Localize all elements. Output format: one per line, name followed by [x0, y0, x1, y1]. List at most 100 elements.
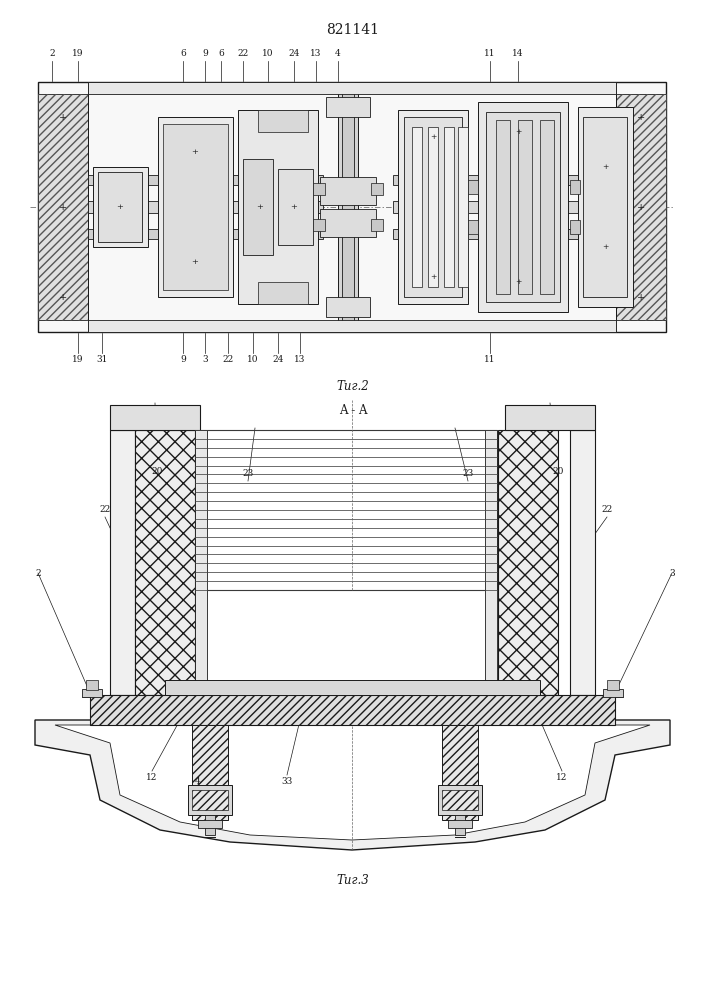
Bar: [393, 201, 578, 213]
Bar: [320, 177, 376, 205]
Bar: [578, 107, 633, 307]
Text: 13: 13: [294, 356, 305, 364]
Text: +: +: [192, 148, 199, 156]
Text: +: +: [637, 292, 645, 302]
Text: 11: 11: [484, 356, 496, 364]
Text: 4: 4: [195, 778, 201, 786]
Bar: [412, 127, 422, 287]
Bar: [570, 430, 595, 695]
Bar: [616, 94, 666, 320]
Bar: [93, 167, 148, 247]
Bar: [444, 127, 454, 287]
Text: 3: 3: [202, 356, 208, 364]
Bar: [163, 124, 228, 290]
Bar: [88, 229, 323, 239]
Bar: [326, 297, 370, 317]
Bar: [486, 112, 560, 302]
Bar: [603, 689, 623, 697]
Text: 22: 22: [100, 506, 110, 514]
Bar: [195, 430, 207, 695]
Bar: [371, 183, 383, 195]
Bar: [583, 117, 627, 297]
Text: 2: 2: [35, 568, 41, 578]
Bar: [616, 94, 666, 320]
Text: +: +: [117, 203, 124, 211]
Text: 12: 12: [146, 774, 158, 782]
Bar: [158, 117, 233, 297]
Text: 14: 14: [513, 49, 524, 58]
Text: Τиг.3: Τиг.3: [337, 874, 369, 886]
Bar: [498, 430, 558, 695]
Text: 20: 20: [151, 468, 163, 477]
Bar: [165, 680, 540, 695]
Text: +: +: [637, 112, 645, 121]
Text: 11: 11: [484, 49, 496, 58]
Text: +: +: [637, 202, 645, 212]
Polygon shape: [35, 720, 670, 850]
Bar: [455, 815, 465, 835]
Polygon shape: [55, 725, 650, 840]
Bar: [496, 120, 510, 294]
Bar: [393, 175, 578, 185]
Text: +: +: [59, 292, 67, 302]
Text: 9: 9: [202, 49, 208, 58]
Text: 6: 6: [218, 49, 224, 58]
Text: 9: 9: [180, 356, 186, 364]
Text: 4: 4: [335, 49, 341, 58]
Bar: [468, 180, 478, 194]
Bar: [82, 689, 102, 697]
Bar: [468, 220, 478, 234]
Bar: [442, 790, 478, 810]
Bar: [258, 282, 308, 304]
Bar: [278, 169, 313, 245]
Bar: [188, 785, 232, 815]
Text: +: +: [257, 203, 264, 211]
Text: 33: 33: [281, 778, 293, 786]
Text: 19: 19: [72, 49, 83, 58]
Text: 22: 22: [223, 356, 233, 364]
Bar: [195, 430, 497, 590]
Bar: [198, 820, 222, 828]
Text: 19: 19: [72, 356, 83, 364]
Text: 13: 13: [310, 49, 322, 58]
Text: 24: 24: [288, 49, 300, 58]
Bar: [404, 117, 462, 297]
Text: +: +: [59, 112, 67, 121]
Bar: [110, 430, 135, 695]
Bar: [338, 87, 358, 327]
Text: 20: 20: [552, 468, 563, 477]
Text: 821141: 821141: [327, 23, 380, 37]
Bar: [342, 82, 354, 332]
Bar: [86, 680, 98, 690]
Text: 22: 22: [238, 49, 249, 58]
Bar: [326, 97, 370, 117]
Bar: [110, 405, 200, 430]
Text: +: +: [430, 133, 436, 141]
Text: +: +: [515, 278, 521, 286]
Text: +: +: [602, 243, 608, 251]
Bar: [478, 102, 568, 312]
Bar: [192, 790, 228, 810]
Text: +: +: [291, 203, 298, 211]
Text: 31: 31: [96, 356, 107, 364]
Text: 10: 10: [247, 356, 259, 364]
Bar: [485, 430, 497, 695]
Bar: [393, 229, 578, 239]
Bar: [98, 172, 142, 242]
Text: 23: 23: [243, 470, 254, 479]
Bar: [205, 815, 215, 835]
Text: +: +: [59, 202, 67, 212]
Bar: [38, 82, 666, 332]
Bar: [458, 127, 468, 287]
Bar: [313, 219, 325, 231]
Bar: [88, 320, 616, 332]
Bar: [428, 127, 438, 287]
Bar: [540, 120, 554, 294]
Text: 23: 23: [462, 470, 474, 479]
Bar: [320, 209, 376, 237]
Text: 2: 2: [49, 49, 55, 58]
Bar: [398, 110, 468, 304]
Text: 3: 3: [670, 568, 674, 578]
Bar: [38, 94, 88, 320]
Bar: [88, 201, 323, 213]
